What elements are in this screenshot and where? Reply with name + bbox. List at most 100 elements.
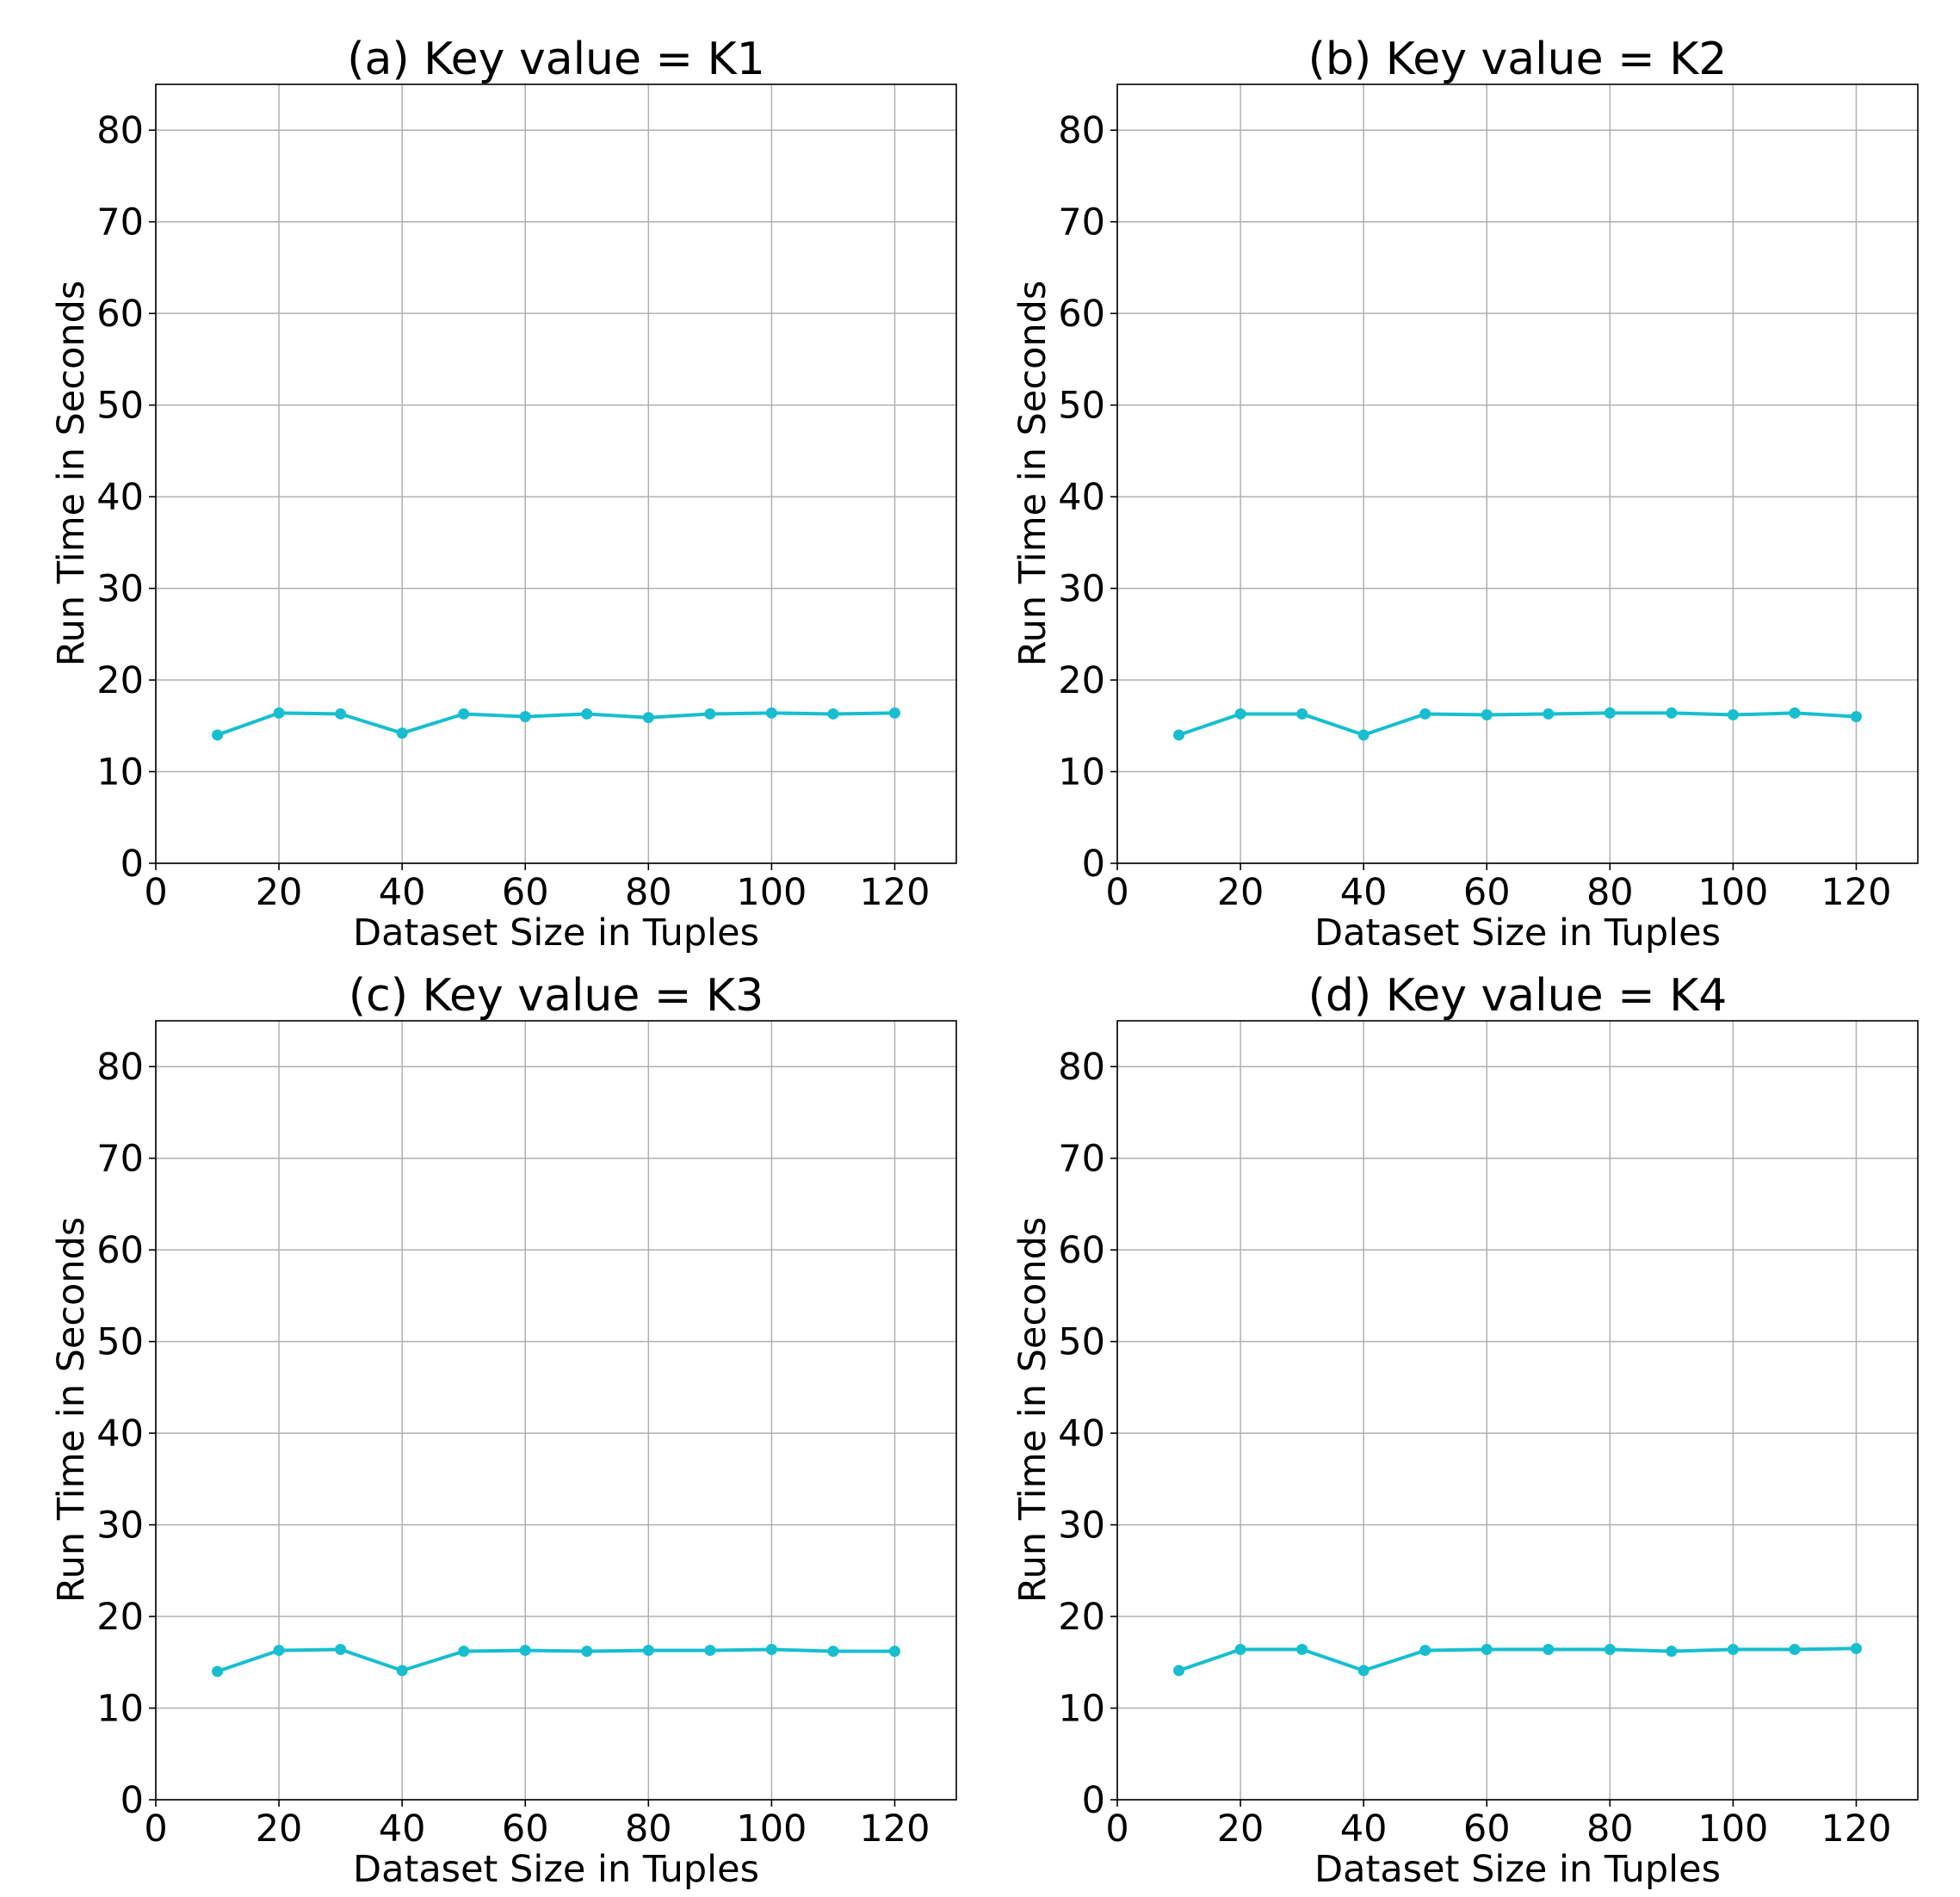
- panel-d: (d) Key value = K4 Dataset Size in Tuple…: [1011, 970, 1919, 1891]
- y-tick-label: 10: [96, 1688, 144, 1731]
- series-line: [1178, 711, 1857, 737]
- grid: [1116, 84, 1918, 864]
- data-point: [1481, 709, 1493, 721]
- y-tick-label: 50: [96, 385, 144, 428]
- x-tick-label: 0: [144, 1807, 167, 1851]
- data-point: [335, 1643, 347, 1655]
- panel-title: (a) Key value = K1: [347, 34, 765, 85]
- x-tick-label: 60: [502, 1807, 549, 1851]
- x-axis-label: Dataset Size in Tuples: [353, 911, 759, 955]
- y-tick-label: 20: [1058, 659, 1105, 702]
- panel-title: (b) Key value = K2: [1308, 34, 1728, 85]
- y-axis-label: Run Time in Seconds: [1011, 281, 1054, 667]
- data-point: [212, 1665, 224, 1678]
- x-tick-label: 60: [1463, 1807, 1511, 1851]
- data-point: [1850, 711, 1862, 723]
- series-line: [216, 1647, 895, 1673]
- y-tick-label: 70: [96, 201, 144, 244]
- data-point: [1543, 708, 1555, 720]
- y-tick-label: 0: [121, 843, 144, 886]
- series-line: [216, 711, 895, 737]
- y-tick-label: 10: [1058, 1688, 1105, 1731]
- data-point: [765, 707, 777, 719]
- y-axis-label: Run Time in Seconds: [1011, 1217, 1054, 1603]
- plot-frame: [155, 83, 957, 864]
- data-point: [642, 712, 654, 724]
- x-tick-label: 40: [379, 871, 426, 914]
- x-tick-label: 20: [256, 871, 303, 914]
- y-tick-label: 10: [1058, 751, 1105, 794]
- x-tick-label: 40: [379, 1807, 426, 1851]
- y-tick-label: 30: [1058, 568, 1105, 611]
- y-tick-label: 70: [1058, 201, 1105, 244]
- data-point: [335, 708, 347, 720]
- y-tick-label: 30: [96, 1505, 144, 1548]
- x-axis-label: Dataset Size in Tuples: [1314, 1848, 1721, 1891]
- data-point: [458, 1646, 470, 1658]
- y-tick-label: 40: [96, 1412, 144, 1455]
- x-tick-label: 80: [625, 1807, 672, 1851]
- x-tick-label: 100: [736, 871, 807, 914]
- y-tick-label: 30: [96, 568, 144, 611]
- panel-c: (c) Key value = K3 Dataset Size in Tuple…: [50, 970, 957, 1891]
- data-point: [273, 1644, 285, 1656]
- x-tick-label: 40: [1340, 871, 1388, 914]
- y-tick-label: 20: [1058, 1596, 1105, 1639]
- x-tick-label: 40: [1340, 1807, 1388, 1851]
- y-tick-label: 60: [96, 1229, 144, 1272]
- plot-frame: [1116, 1020, 1919, 1801]
- data-point: [273, 707, 285, 719]
- grid: [1116, 1021, 1918, 1801]
- y-tick-label: 40: [1058, 1412, 1105, 1455]
- data-point: [519, 711, 531, 723]
- panel-title: (c) Key value = K3: [349, 970, 764, 1022]
- y-tick-label: 70: [96, 1138, 144, 1181]
- y-tick-label: 80: [1058, 109, 1105, 152]
- x-tick-label: 120: [1821, 1807, 1891, 1851]
- data-point: [765, 1643, 777, 1655]
- y-tick-label: 60: [1058, 293, 1105, 336]
- y-tick-label: 0: [1082, 843, 1105, 886]
- data-point: [1481, 1643, 1493, 1655]
- data-point: [581, 1646, 593, 1658]
- data-point: [827, 708, 839, 720]
- y-tick-label: 0: [1082, 1779, 1105, 1822]
- data-point: [458, 708, 470, 720]
- x-tick-label: 100: [1697, 1807, 1768, 1851]
- data-point: [396, 727, 408, 739]
- x-tick-label: 20: [1217, 1807, 1264, 1851]
- plot-frame: [155, 1020, 957, 1801]
- x-axis-label: Dataset Size in Tuples: [353, 1848, 759, 1891]
- panel-a: (a) Key value = K1 Dataset Size in Tuple…: [50, 34, 957, 955]
- x-tick-label: 20: [1217, 871, 1264, 914]
- y-tick-label: 40: [96, 476, 144, 519]
- data-point: [1727, 1643, 1739, 1655]
- data-point: [1357, 729, 1370, 741]
- x-tick-label: 60: [502, 871, 549, 914]
- data-point: [1234, 708, 1246, 720]
- x-tick-label: 100: [1697, 871, 1768, 914]
- data-point: [1850, 1642, 1862, 1654]
- y-tick-label: 70: [1058, 1138, 1105, 1181]
- data-point: [581, 708, 593, 720]
- data-point: [1419, 1644, 1431, 1656]
- x-tick-label: 80: [625, 871, 672, 914]
- data-point: [704, 708, 716, 720]
- x-tick-label: 80: [1586, 871, 1634, 914]
- panel-title: (d) Key value = K4: [1308, 970, 1728, 1022]
- x-tick-label: 0: [1105, 1807, 1128, 1851]
- y-tick-label: 30: [1058, 1505, 1105, 1548]
- y-tick-label: 60: [1058, 1229, 1105, 1272]
- data-point: [396, 1665, 408, 1677]
- x-tick-label: 60: [1463, 871, 1511, 914]
- y-tick-label: 0: [121, 1779, 144, 1822]
- x-tick-label: 0: [1105, 871, 1128, 914]
- x-tick-label: 120: [859, 871, 930, 914]
- data-point: [1666, 1646, 1678, 1658]
- data-point: [1173, 729, 1185, 741]
- y-tick-label: 20: [96, 1596, 144, 1639]
- data-point: [1604, 707, 1616, 719]
- data-point: [1727, 709, 1739, 721]
- data-point: [1666, 707, 1678, 719]
- data-point: [888, 707, 900, 719]
